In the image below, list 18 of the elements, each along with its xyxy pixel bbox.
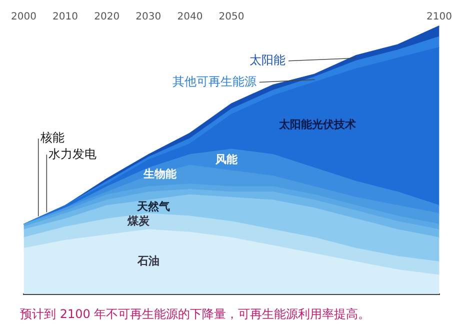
series-label: 风能	[214, 152, 238, 166]
series-label: 石油	[136, 254, 160, 268]
x-tick-label: 2030	[136, 12, 162, 23]
series-label: 天然气	[136, 200, 170, 213]
x-tick-label: 2100	[426, 12, 452, 23]
text: 水力发电	[48, 146, 97, 161]
series-label: 其他可再生能源	[172, 74, 256, 88]
x-tick-label: 2020	[94, 12, 120, 23]
x-tick-label: 2010	[52, 12, 78, 23]
series-label: 煤炭	[126, 214, 150, 228]
x-tick-label: 2040	[177, 12, 203, 23]
x-tick-label: 2050	[218, 12, 244, 23]
x-tick-label: 2000	[11, 12, 36, 23]
text: 预计到 2100 年不可再生能源的下降量，可再生能源利用率提高。	[19, 306, 372, 323]
series-label: 太阳能	[250, 52, 286, 67]
series-label: 太阳能光伏技术	[278, 118, 356, 132]
text: 核能	[39, 130, 64, 145]
series-label: 生物能	[142, 168, 178, 181]
